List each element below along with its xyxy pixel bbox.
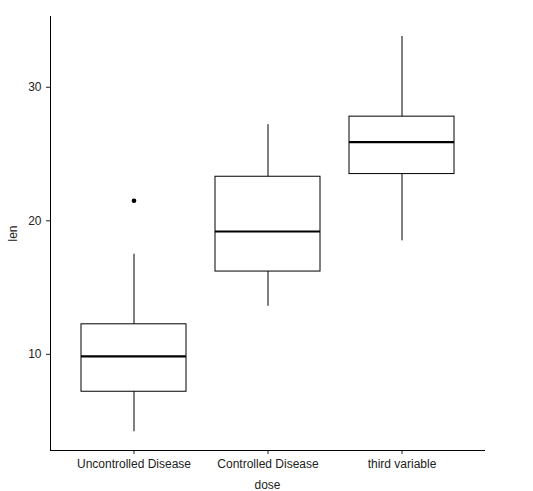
svg-text:Controlled Disease: Controlled Disease — [217, 457, 319, 471]
svg-text:20: 20 — [28, 214, 42, 228]
svg-text:len: len — [6, 225, 20, 241]
svg-text:10: 10 — [28, 347, 42, 361]
svg-text:dose: dose — [254, 478, 280, 491]
svg-text:third variable: third variable — [368, 457, 437, 471]
svg-text:Uncontrolled Disease: Uncontrolled Disease — [77, 457, 191, 471]
svg-text:30: 30 — [28, 80, 42, 94]
